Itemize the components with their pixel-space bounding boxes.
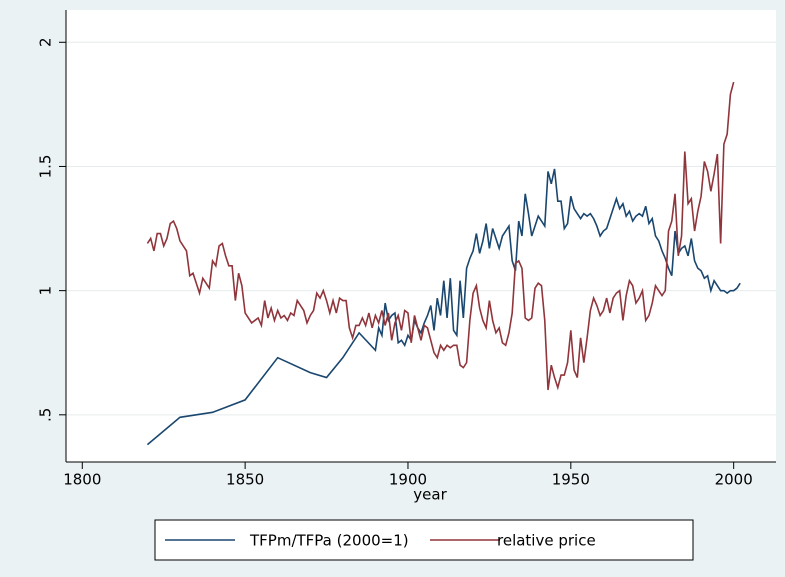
x-tick-label: 1850 [226, 471, 264, 489]
y-tick-label: 1 [37, 286, 55, 296]
x-tick-label: 1800 [63, 471, 101, 489]
series-line [146, 81, 735, 391]
x-tick-label: 1900 [389, 471, 427, 489]
plot-region [66, 10, 776, 462]
legend-box [154, 519, 694, 561]
x-tick-label: 1950 [552, 471, 590, 489]
legend-label: TFPm/TFPa (2000=1) [249, 532, 409, 550]
legend-label: relative price [497, 532, 596, 550]
x-axis-title: year [413, 486, 447, 504]
y-tick-label: .5 [37, 408, 55, 422]
x-tick-label: 2000 [715, 471, 753, 489]
y-tick-label: 2 [37, 38, 55, 48]
y-tick-label: 1.5 [37, 155, 55, 179]
